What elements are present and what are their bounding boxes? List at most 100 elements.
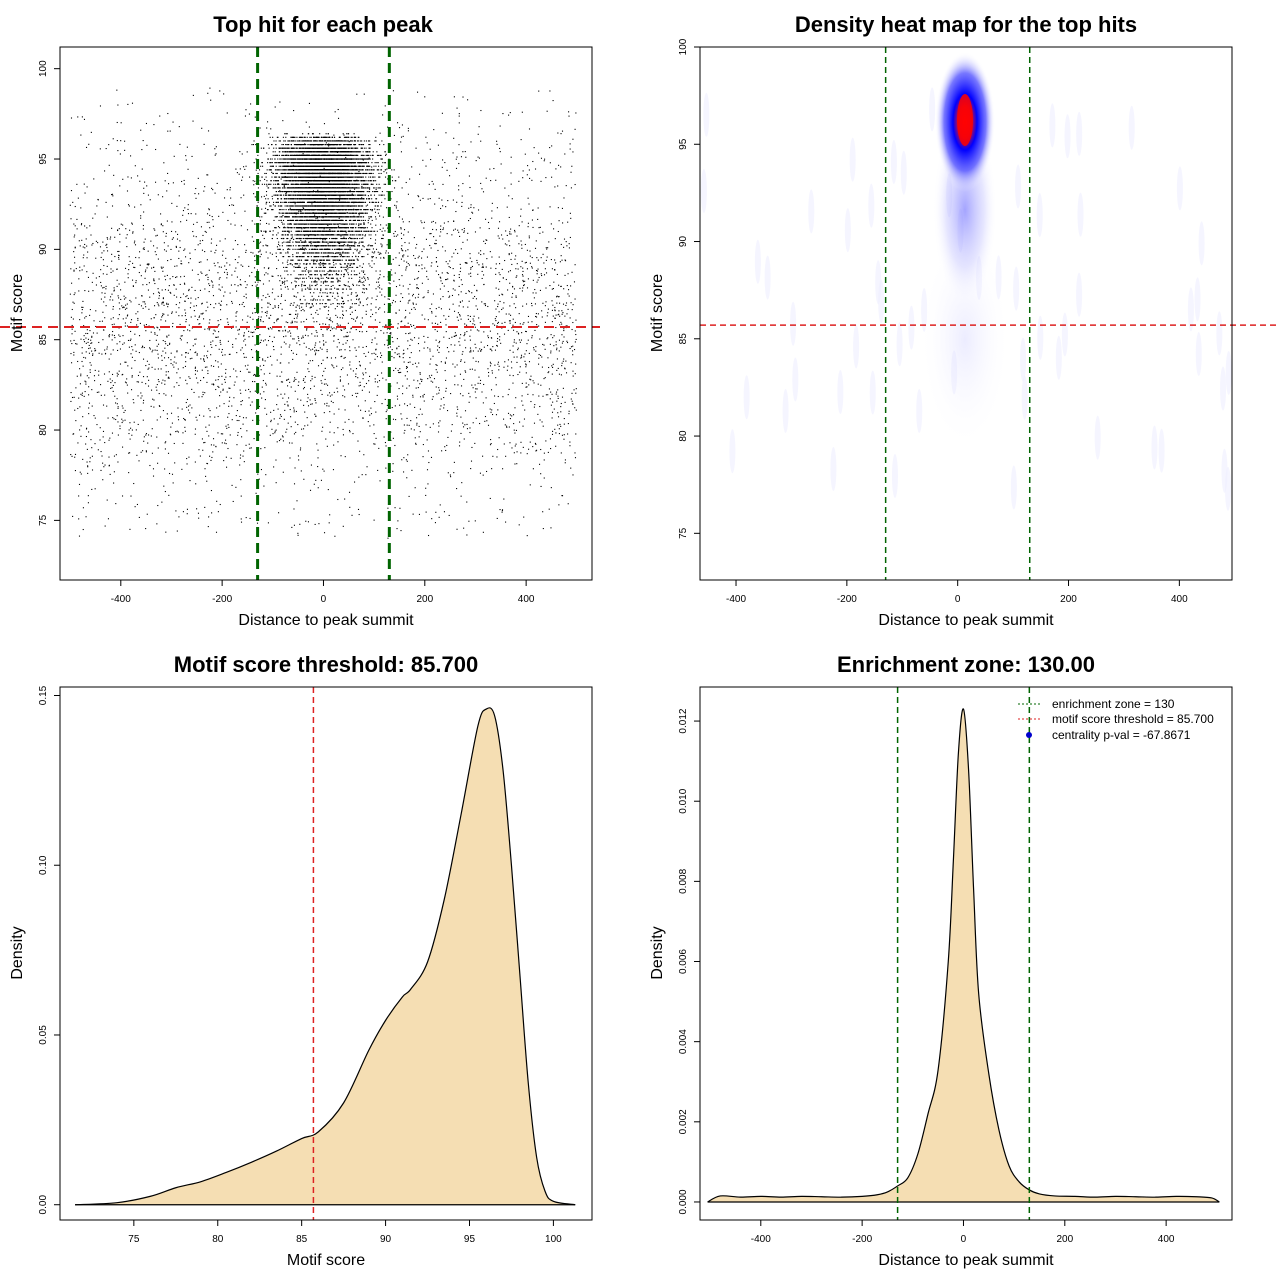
- scatter-point: [491, 409, 493, 411]
- scatter-point: [520, 356, 523, 358]
- scatter-point: [357, 508, 360, 510]
- scatter-point: [471, 446, 473, 449]
- scatter-point: [124, 322, 126, 324]
- scatter-point: [339, 324, 341, 326]
- scatter-point: [173, 386, 175, 388]
- scatter-point: [400, 293, 402, 295]
- scatter-point: [310, 421, 312, 423]
- scatter-point: [93, 178, 95, 180]
- scatter-point: [138, 351, 140, 354]
- scatter-point: [367, 276, 369, 279]
- scatter-point: [358, 187, 360, 189]
- scatter-point: [172, 182, 174, 184]
- scatter-point: [508, 313, 510, 315]
- scatter-point: [173, 294, 175, 296]
- scatter-point: [469, 431, 471, 434]
- scatter-point: [201, 249, 204, 251]
- scatter-point: [550, 334, 552, 336]
- scatter-point: [489, 365, 492, 367]
- scatter-point: [104, 394, 106, 396]
- scatter-point: [358, 385, 360, 387]
- scatter-point: [440, 361, 442, 363]
- scatter-point: [559, 302, 561, 304]
- scatter-point: [522, 281, 524, 283]
- scatter-point: [459, 344, 461, 346]
- scatter-point: [362, 288, 364, 290]
- scatter-point: [205, 426, 207, 428]
- scatter-point: [544, 377, 546, 379]
- scatter-point: [570, 285, 572, 287]
- scatter-point: [291, 442, 293, 444]
- scatter-point: [229, 189, 231, 191]
- scatter-point: [296, 169, 298, 171]
- scatter-point: [198, 449, 200, 451]
- scatter-point: [157, 368, 159, 370]
- scatter-point: [543, 160, 545, 162]
- scatter-point: [349, 331, 351, 333]
- scatter-point: [471, 261, 473, 263]
- scatter-point: [440, 321, 442, 323]
- scatter-point: [175, 231, 177, 233]
- scatter-point: [544, 268, 546, 270]
- scatter-point: [480, 341, 482, 343]
- scatter-point: [171, 473, 174, 475]
- scatter-point: [415, 443, 417, 445]
- scatter-point: [358, 476, 360, 478]
- scatter-point: [165, 343, 167, 345]
- scatter-point: [533, 297, 535, 299]
- scatter-point: [318, 136, 320, 138]
- scatter-point: [266, 344, 268, 346]
- scatter-point: [527, 339, 529, 341]
- scatter-point: [224, 291, 226, 293]
- scatter-point: [408, 300, 410, 302]
- scatter-point: [120, 223, 122, 225]
- scatter-point: [283, 283, 286, 285]
- scatter-point: [237, 285, 239, 287]
- scatter-point: [445, 318, 447, 320]
- scatter-point: [237, 431, 239, 434]
- scatter-point: [463, 227, 465, 230]
- scatter-point: [439, 288, 441, 290]
- scatter-point: [392, 341, 394, 343]
- scatter-point: [211, 187, 213, 189]
- scatter-point: [287, 405, 289, 407]
- scatter-point: [171, 422, 173, 424]
- scatter-point: [459, 235, 461, 237]
- scatter-point: [277, 243, 280, 245]
- scatter-point: [117, 421, 119, 423]
- scatter-point: [392, 470, 394, 472]
- scatter-point: [341, 296, 343, 298]
- scatter-point: [164, 448, 166, 450]
- scatter-point: [402, 357, 404, 359]
- scatter-point: [431, 322, 433, 324]
- scatter-point: [225, 456, 227, 458]
- scatter-point: [559, 324, 561, 326]
- scatter-point: [123, 298, 126, 300]
- scatter-point: [460, 360, 462, 362]
- scatter-point: [403, 234, 405, 236]
- scatter-point: [516, 235, 518, 237]
- scatter-point: [362, 417, 364, 419]
- scatter-point: [319, 175, 321, 177]
- scatter-point: [430, 265, 432, 267]
- scatter-point: [522, 275, 524, 277]
- scatter-point: [245, 517, 247, 519]
- scatter-point: [196, 419, 198, 421]
- scatter-point: [529, 177, 531, 179]
- scatter-point: [217, 432, 219, 434]
- scatter-point: [468, 300, 470, 302]
- scatter-point: [511, 198, 513, 200]
- scatter-point: [104, 317, 106, 319]
- scatter-point: [179, 377, 181, 379]
- scatter-point: [409, 344, 411, 346]
- scatter-point: [497, 363, 499, 365]
- scatter-point: [383, 332, 385, 334]
- scatter-point: [83, 339, 85, 341]
- scatter-point: [298, 210, 300, 212]
- scatter-point: [129, 438, 131, 440]
- scatter-point: [87, 332, 89, 335]
- scatter-point: [398, 216, 401, 218]
- scatter-point: [386, 168, 388, 170]
- scatter-point: [186, 383, 188, 385]
- scatter-point: [385, 325, 387, 327]
